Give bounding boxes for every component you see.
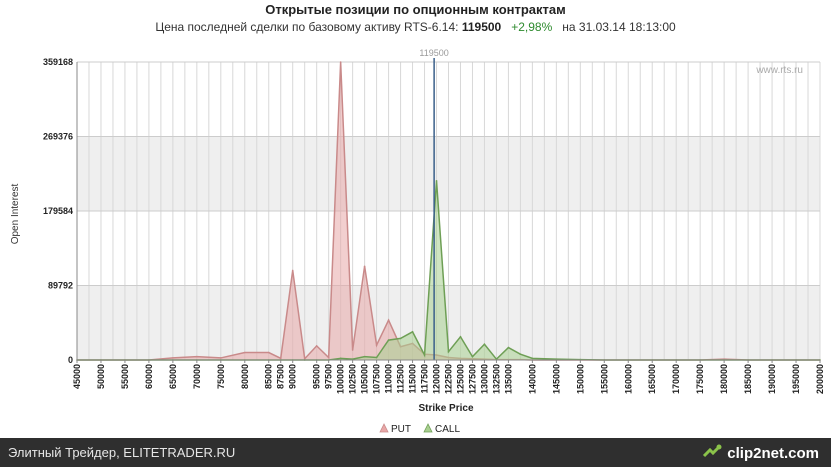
data-point bbox=[387, 339, 390, 341]
x-tick-label: 102500 bbox=[348, 364, 358, 394]
data-point bbox=[351, 349, 354, 351]
x-tick-label: 120000 bbox=[432, 364, 442, 394]
x-tick-label: 85000 bbox=[264, 364, 274, 389]
x-tick-label: 87500 bbox=[276, 364, 286, 389]
x-tick-label: 180000 bbox=[719, 364, 729, 394]
clip2net-logo: clip2net.com bbox=[701, 442, 819, 464]
data-point bbox=[220, 357, 222, 359]
x-tick-label: 105000 bbox=[360, 364, 370, 394]
data-point bbox=[279, 357, 282, 360]
data-point bbox=[291, 269, 294, 272]
data-point bbox=[399, 337, 402, 340]
x-tick-label: 107500 bbox=[372, 364, 382, 394]
data-point bbox=[327, 356, 330, 359]
data-point bbox=[375, 344, 378, 346]
x-tick-label: 200000 bbox=[815, 364, 825, 394]
x-tick-label: 112500 bbox=[396, 364, 406, 394]
data-point bbox=[507, 346, 510, 349]
x-tick-label: 175000 bbox=[695, 364, 705, 394]
price-change: +2,98% bbox=[511, 20, 553, 34]
x-tick-label: 190000 bbox=[767, 364, 777, 394]
data-point bbox=[459, 335, 462, 338]
x-tick-label: 50000 bbox=[96, 364, 106, 389]
x-tick-label: 160000 bbox=[623, 364, 633, 394]
legend-marker-call bbox=[423, 423, 433, 433]
data-point bbox=[519, 353, 522, 355]
x-axis-label: Strike Price bbox=[418, 403, 473, 414]
data-point bbox=[423, 354, 426, 356]
x-tick-label: 65000 bbox=[168, 364, 178, 389]
data-point bbox=[303, 357, 306, 360]
x-tick-label: 70000 bbox=[192, 364, 202, 389]
chart-subtitle: Цена последней сделки по базовому активу… bbox=[0, 20, 831, 34]
x-tick-label: 132500 bbox=[491, 364, 501, 394]
legend-label-put: PUT bbox=[391, 424, 411, 435]
x-tick-label: 145000 bbox=[551, 364, 561, 394]
legend: PUT CALL bbox=[379, 423, 460, 435]
x-tick-label: 130000 bbox=[479, 364, 489, 394]
data-point bbox=[243, 351, 246, 354]
data-point bbox=[315, 345, 318, 347]
x-tick-label: 55000 bbox=[120, 364, 130, 389]
x-tick-label: 75000 bbox=[216, 364, 226, 389]
price-marker-label: 119500 bbox=[419, 48, 448, 58]
data-point bbox=[471, 355, 474, 358]
date-label: на 31.03.14 18:13:00 bbox=[562, 20, 676, 34]
y-axis-label: Open Interest bbox=[10, 183, 21, 244]
data-point bbox=[447, 350, 450, 353]
x-tick-label: 100000 bbox=[336, 364, 346, 394]
axes: 0 89792 179584 269376 359168 45000 50000 55000 6… bbox=[43, 57, 825, 394]
x-tick-label: 150000 bbox=[575, 364, 585, 394]
data-point bbox=[267, 351, 270, 354]
x-tick-label: 135000 bbox=[503, 364, 513, 394]
data-point bbox=[411, 330, 414, 333]
x-tick-label: 60000 bbox=[144, 364, 154, 389]
x-tick-label: 90000 bbox=[288, 364, 298, 389]
data-point bbox=[483, 343, 486, 346]
y-tick-label: 269376 bbox=[43, 132, 73, 142]
subtitle-prefix: Цена последней сделки по базовому активу… bbox=[155, 20, 459, 34]
last-price: 119500 bbox=[461, 20, 502, 34]
watermark: www.rts.ru bbox=[755, 65, 803, 76]
x-tick-label: 45000 bbox=[72, 364, 82, 389]
data-point bbox=[435, 179, 438, 182]
x-tick-label: 95000 bbox=[312, 364, 322, 389]
data-point bbox=[363, 265, 366, 268]
y-tick-label: 179584 bbox=[43, 206, 73, 216]
x-tick-label: 115000 bbox=[408, 364, 418, 394]
footer-text: Элитный Трейдер, ELITETRADER.RU bbox=[8, 445, 236, 460]
data-point bbox=[375, 356, 378, 359]
x-tick-label: 125000 bbox=[455, 364, 465, 394]
data-point bbox=[339, 357, 342, 360]
legend-marker-put bbox=[379, 423, 389, 433]
data-point bbox=[363, 355, 366, 358]
data-point bbox=[172, 357, 174, 359]
clip2net-logo-text: clip2net.com bbox=[727, 444, 819, 462]
data-point bbox=[339, 61, 342, 63]
y-tick-label: 89792 bbox=[48, 281, 73, 291]
price-marker: 119500 bbox=[419, 48, 449, 360]
y-tick-label: 359168 bbox=[43, 57, 73, 67]
legend-label-call: CALL bbox=[435, 424, 460, 435]
x-tick-label: 165000 bbox=[647, 364, 657, 394]
clip2net-icon bbox=[703, 444, 722, 458]
data-point bbox=[196, 355, 198, 358]
chart-title: Открытые позиции по опционным контрактам bbox=[265, 2, 566, 17]
x-tick-label: 127500 bbox=[467, 364, 477, 394]
x-tick-label: 185000 bbox=[743, 364, 753, 394]
data-point bbox=[531, 357, 534, 360]
x-tick-label: 122500 bbox=[444, 364, 454, 394]
x-tick-label: 80000 bbox=[240, 364, 250, 389]
x-tick-label: 110000 bbox=[384, 364, 394, 394]
x-tick-label: 97500 bbox=[324, 364, 334, 389]
x-tick-label: 195000 bbox=[791, 364, 801, 394]
open-interest-chart: 119500 0 89792 179584 269376 359168 45000 5000… bbox=[10, 48, 825, 435]
data-point bbox=[387, 319, 390, 321]
x-tick-label: 170000 bbox=[671, 364, 681, 394]
y-tick-label: 0 bbox=[68, 355, 73, 365]
footer-bar: Элитный Трейдер, ELITETRADER.RU clip2net… bbox=[0, 438, 831, 467]
x-tick-label: 140000 bbox=[527, 364, 537, 394]
x-tick-label: 155000 bbox=[599, 364, 609, 394]
x-tick-label: 117500 bbox=[420, 364, 430, 394]
